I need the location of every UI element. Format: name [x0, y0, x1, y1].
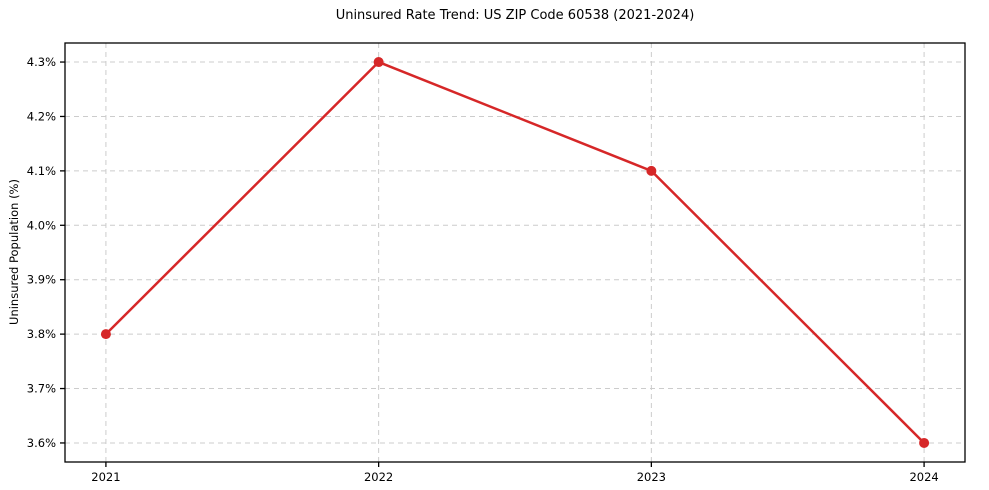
y-tick-label: 3.6%	[27, 436, 56, 450]
y-tick-label: 3.8%	[27, 327, 56, 341]
data-point-2021	[100, 329, 111, 340]
y-axis-label: Uninsured Population (%)	[7, 179, 21, 325]
x-tick-label: 2021	[91, 470, 120, 484]
plot-border	[64, 42, 966, 463]
x-tick-label: 2022	[364, 470, 393, 484]
y-tick-label: 4.1%	[27, 164, 56, 178]
trend-line	[104, 60, 926, 445]
y-tick-label: 4.2%	[27, 109, 56, 123]
y-tick-label: 3.9%	[27, 273, 56, 287]
data-point-2022	[373, 57, 384, 68]
y-tick-label: 4.3%	[27, 55, 56, 69]
x-tick-label: 2024	[909, 470, 938, 484]
x-tick-label: 2023	[637, 470, 666, 484]
y-tick-label: 3.7%	[27, 382, 56, 396]
chart-title: Uninsured Rate Trend: US ZIP Code 60538 …	[335, 8, 695, 23]
y-tick-label: 4.0%	[27, 218, 56, 232]
data-point-2023	[646, 165, 657, 176]
data-point-2024	[919, 437, 930, 448]
